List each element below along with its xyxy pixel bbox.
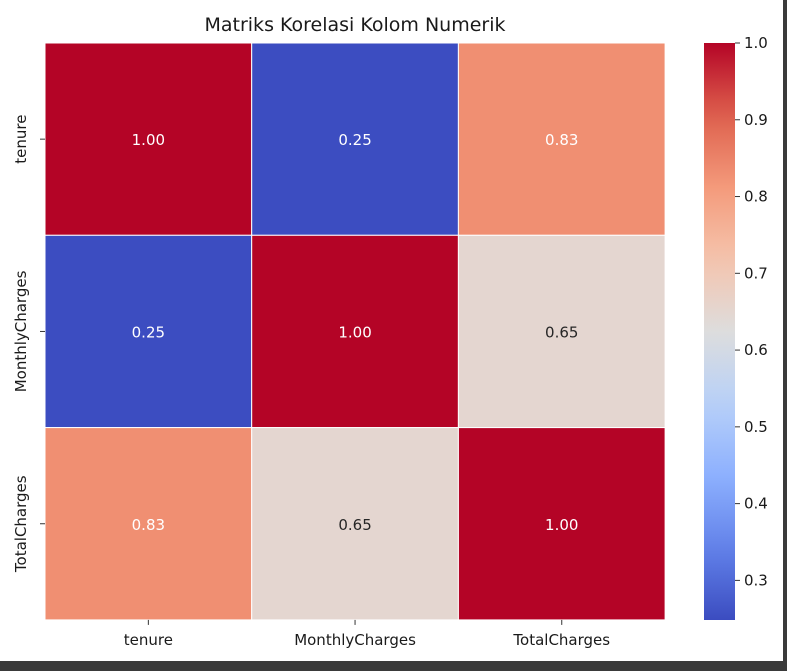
x-axis: tenure MonthlyCharges TotalCharges [124, 619, 610, 649]
chart-title: Matriks Korelasi Kolom Numerik [204, 14, 505, 36]
cell-value-label: 0.65 [545, 323, 578, 341]
cell-value-label: 1.00 [338, 323, 371, 341]
heatmap-cell [251, 234, 459, 429]
cell-value-label: 0.25 [338, 131, 371, 149]
colorbar-tick-label: 0.8 [744, 188, 768, 206]
heatmap-cell [251, 427, 459, 621]
x-tick-label: tenure [124, 631, 173, 649]
x-tick-label: TotalCharges [512, 631, 610, 649]
cell-value-label: 0.83 [545, 131, 578, 149]
colorbar-tick-label: 0.4 [744, 495, 768, 513]
heatmap-cell [44, 427, 253, 621]
heatmap-cell [457, 234, 666, 429]
heatmap-cell [44, 234, 253, 429]
x-tick-label: MonthlyCharges [294, 631, 416, 649]
colorbar-tick-label: 0.9 [744, 111, 768, 129]
cell-value-label: 0.65 [338, 516, 371, 534]
colorbar-tick-label: 1.0 [744, 34, 768, 52]
y-tick-label: MonthlyCharges [12, 270, 30, 392]
cell-value-label: 1.00 [545, 516, 578, 534]
cell-value-label: 0.25 [132, 323, 165, 341]
cell-value-label: 0.83 [132, 516, 165, 534]
colorbar-gradient [704, 43, 735, 620]
y-axis: tenure MonthlyCharges TotalCharges [12, 115, 45, 573]
colorbar-tick-label: 0.7 [744, 264, 768, 282]
cell-value-label: 1.00 [132, 131, 165, 149]
colorbar-tick-label: 0.3 [744, 571, 768, 589]
heatmap-cell [44, 42, 253, 236]
heatmap-cell [251, 42, 459, 236]
heatmap-cells: 1.00 0.25 0.83 0.25 1.00 0.65 0.83 0.65 1.00 [44, 42, 666, 621]
colorbar-tick-label: 0.5 [744, 418, 768, 436]
y-tick-label: tenure [12, 115, 30, 164]
y-tick-label: TotalCharges [12, 475, 30, 573]
colorbar: 0.3 0.4 0.5 0.6 0.7 0.8 0.9 1.0 [704, 34, 768, 620]
heatmap-cell [457, 42, 666, 236]
colorbar-tick-label: 0.6 [744, 341, 768, 359]
